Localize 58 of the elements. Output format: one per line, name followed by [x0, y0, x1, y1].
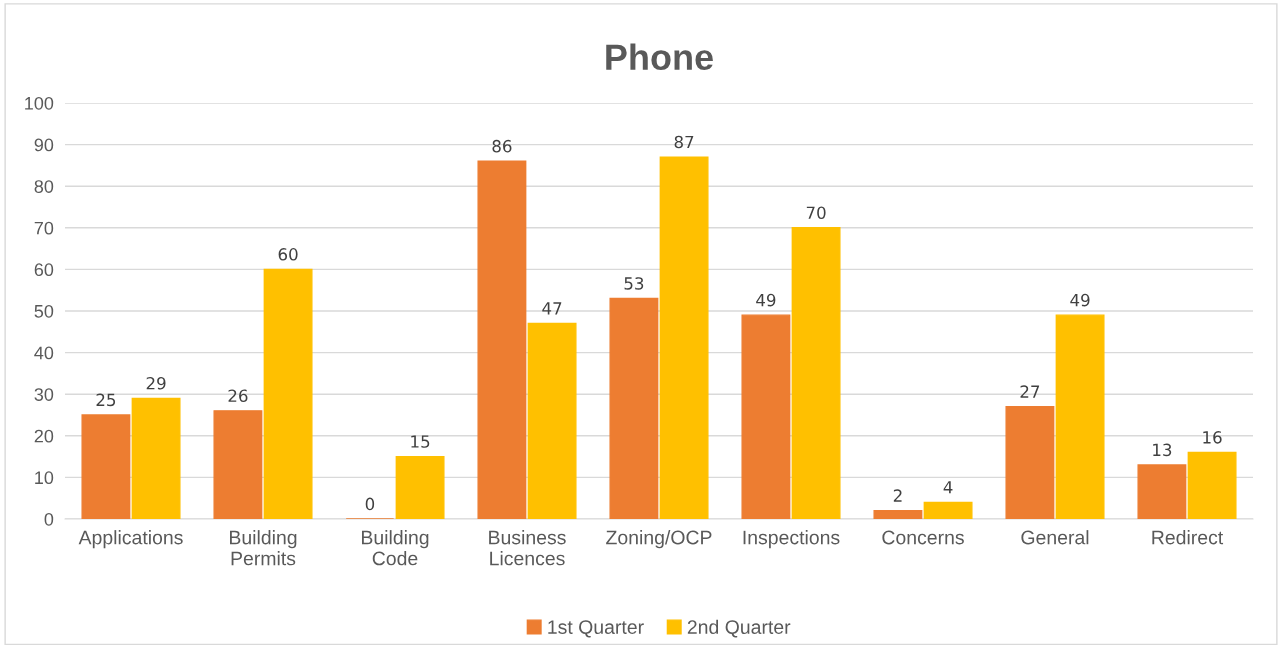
data-label: 53	[624, 277, 644, 290]
y-tick-label: 0	[44, 512, 54, 526]
bar	[81, 414, 131, 519]
x-tick-label: Building Code	[362, 530, 429, 566]
data-label: 15	[411, 435, 430, 448]
data-label: 29	[146, 376, 166, 390]
chart-title: Phone	[606, 43, 713, 71]
data-label: 86	[492, 139, 512, 153]
bar	[1055, 314, 1105, 519]
bar	[609, 297, 659, 519]
x-tick-label: Inspections	[743, 530, 840, 549]
data-label: 0	[365, 497, 375, 511]
y-tick-label: 70	[34, 221, 54, 235]
x-tick-label: Redirect	[1152, 530, 1224, 545]
legend-label: 1st Quarter	[548, 620, 644, 638]
y-tick-label: 60	[34, 263, 54, 277]
y-tick-label: 20	[34, 429, 54, 443]
y-tick-label: 40	[34, 346, 54, 360]
bar	[395, 455, 445, 519]
data-label: 47	[542, 302, 562, 315]
x-tick-label: Concerns	[882, 530, 964, 545]
data-label: 13	[1153, 443, 1172, 457]
data-label: 87	[674, 135, 694, 149]
data-label: 49	[1070, 293, 1090, 307]
y-tick-label: 50	[34, 304, 54, 318]
data-label: 49	[756, 293, 776, 307]
data-label: 27	[1020, 385, 1040, 398]
bar	[1187, 451, 1237, 519]
bar	[741, 314, 791, 519]
x-tick-label: Building Permits	[230, 530, 297, 566]
data-label: 26	[228, 389, 248, 403]
bar	[1005, 405, 1055, 519]
bar	[263, 268, 313, 519]
data-label: 2	[893, 489, 902, 502]
bar	[527, 322, 577, 519]
bar	[477, 160, 527, 519]
data-label: 25	[96, 393, 116, 407]
y-tick-label: 80	[34, 180, 54, 193]
data-label: 4	[943, 481, 953, 494]
x-tick-label: Zoning/OCP	[606, 530, 712, 549]
data-label: 16	[1203, 431, 1222, 444]
bar	[873, 509, 923, 519]
bar	[213, 410, 263, 519]
x-tick-label: Business Licences	[489, 530, 566, 566]
data-label: 60	[278, 248, 298, 261]
y-tick-label: 90	[34, 138, 54, 152]
x-tick-label: General	[1021, 530, 1089, 545]
y-tick-label: 10	[35, 471, 54, 485]
bar	[791, 227, 841, 519]
y-tick-label: 30	[34, 388, 54, 401]
y-tick-label: 100	[25, 96, 54, 110]
bar	[923, 501, 973, 519]
bar	[659, 156, 709, 519]
data-label: 70	[806, 206, 826, 220]
legend-label: 2nd Quarter	[687, 619, 791, 638]
bar	[131, 397, 181, 519]
x-tick-label: Applications	[78, 530, 183, 549]
bar	[1137, 464, 1187, 519]
